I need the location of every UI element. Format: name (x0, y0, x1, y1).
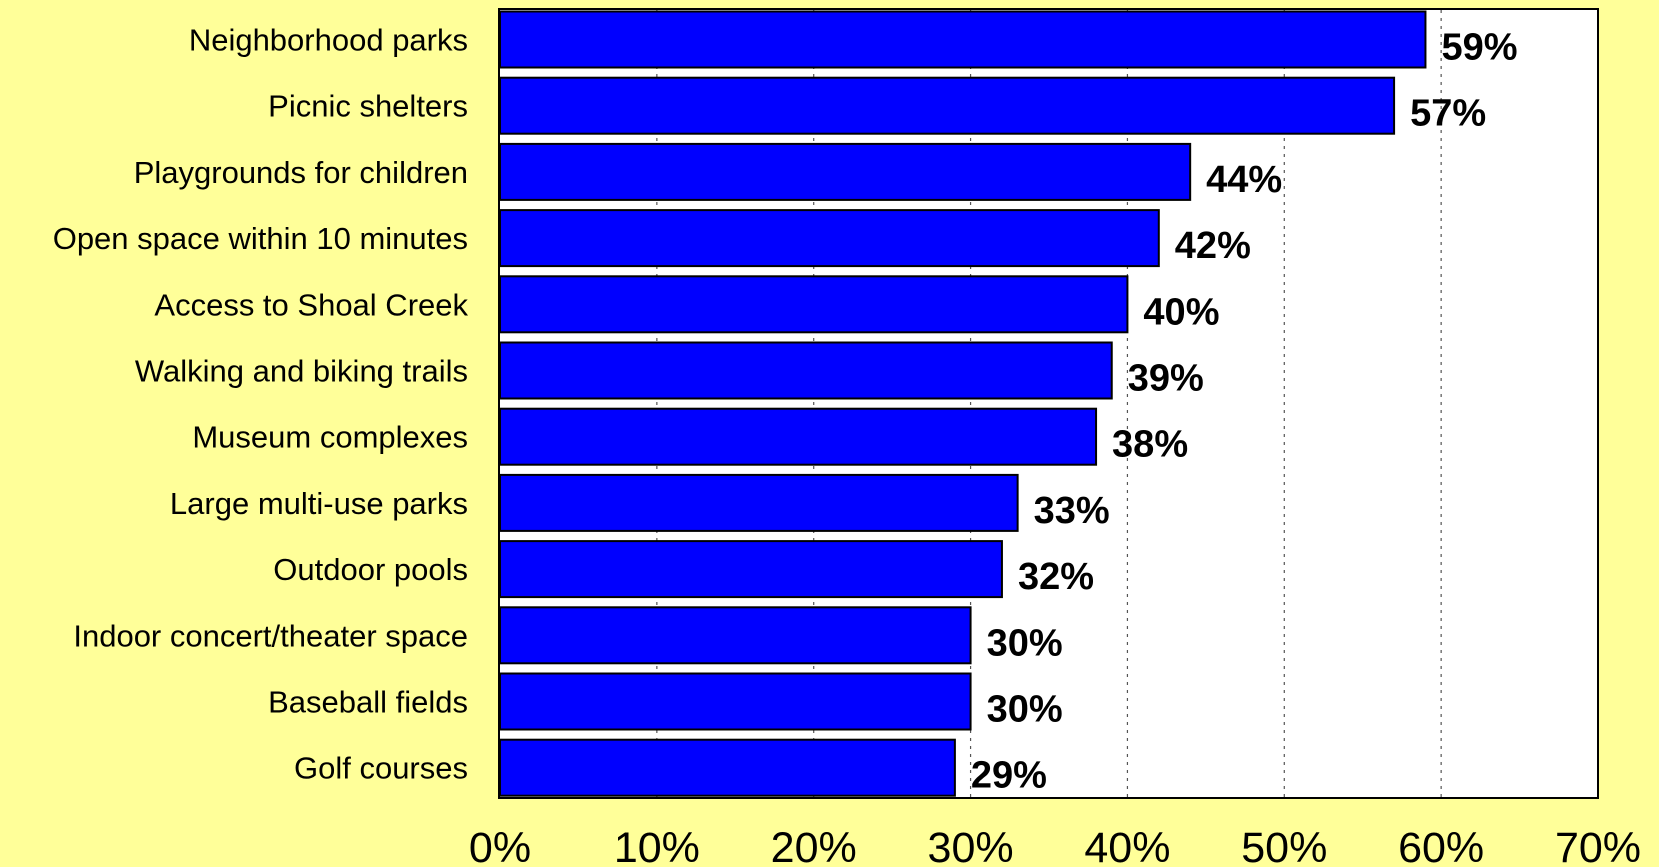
bar (499, 76, 1396, 135)
data-label: 30% (987, 689, 1063, 731)
category-label: Outdoor pools (273, 552, 468, 587)
category-label: Walking and biking trails (135, 354, 468, 389)
data-label: 30% (987, 622, 1063, 664)
x-tick-label: 60% (1398, 824, 1484, 867)
bar (499, 473, 1019, 532)
data-label: 40% (1143, 291, 1219, 333)
x-tick-label: 10% (614, 824, 700, 867)
bar (499, 10, 1427, 69)
category-label: Museum complexes (192, 420, 468, 455)
category-label: Picnic shelters (268, 89, 468, 124)
x-tick-label: 30% (928, 824, 1014, 867)
category-label: Neighborhood parks (189, 23, 468, 58)
plot-area (498, 8, 1599, 799)
category-label: Open space within 10 minutes (53, 221, 468, 256)
category-label: Golf courses (294, 751, 468, 786)
x-tick-label: 0% (469, 824, 531, 867)
data-label: 57% (1410, 93, 1486, 135)
x-axis-tick-labels: 0% 10% 20% 30% 40% 50% 60% 70% (469, 824, 1641, 867)
gridlines (656, 10, 1442, 797)
bar (499, 672, 972, 731)
data-label: 42% (1175, 225, 1251, 267)
bar (499, 407, 1098, 466)
bar (499, 209, 1160, 268)
data-label: 59% (1441, 27, 1517, 69)
bars (499, 10, 1427, 797)
bar (499, 275, 1129, 334)
x-tick-label: 70% (1555, 824, 1641, 867)
category-label: Indoor concert/theater space (73, 618, 468, 653)
x-tick-label: 50% (1241, 824, 1327, 867)
bar (499, 738, 956, 797)
data-label: 32% (1018, 556, 1094, 598)
category-label: Large multi-use parks (170, 486, 468, 521)
bar (499, 606, 972, 665)
category-label: Baseball fields (268, 685, 468, 720)
data-label: 38% (1112, 424, 1188, 466)
data-labels: 59% 57% 44% 42% 40% 39% 38%33% 32% 30% 30% 29% (971, 27, 1518, 797)
category-label: Access to Shoal Creek (154, 287, 468, 322)
data-label: 33% (1034, 490, 1110, 532)
bar (499, 142, 1192, 201)
category-label: Playgrounds for children (134, 155, 468, 190)
data-label: 29% (971, 755, 1047, 797)
data-label: 44% (1206, 159, 1282, 201)
bar (499, 341, 1113, 400)
x-tick-label: 20% (771, 824, 857, 867)
category-labels: Neighborhood parks Picnic shelters Playgro… (53, 23, 469, 786)
data-label: 39% (1128, 358, 1204, 400)
x-tick-label: 40% (1084, 824, 1170, 867)
bar (499, 540, 1003, 599)
